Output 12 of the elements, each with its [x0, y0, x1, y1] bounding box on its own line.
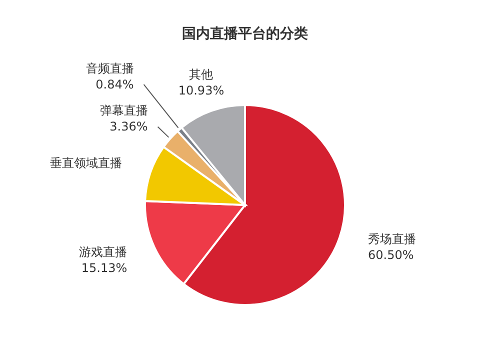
slice-label: 音频直播 — [86, 61, 134, 76]
data-label: 60.50% — [368, 248, 414, 262]
slice-label: 其他 — [189, 68, 214, 82]
data-label: 3.36% — [110, 120, 148, 134]
data-label: 0.84% — [96, 77, 134, 92]
chart-title: 国内直播平台的分类 — [182, 26, 308, 42]
slice-label: 弹幕直播 — [100, 104, 148, 118]
slice-label: 垂直领域直播 — [50, 156, 122, 170]
slice-label: 游戏直播 — [79, 244, 128, 259]
data-label: 10.93% — [178, 84, 224, 98]
slice-label: 秀场直播 — [368, 232, 416, 246]
data-label: 15.13% — [81, 260, 128, 275]
